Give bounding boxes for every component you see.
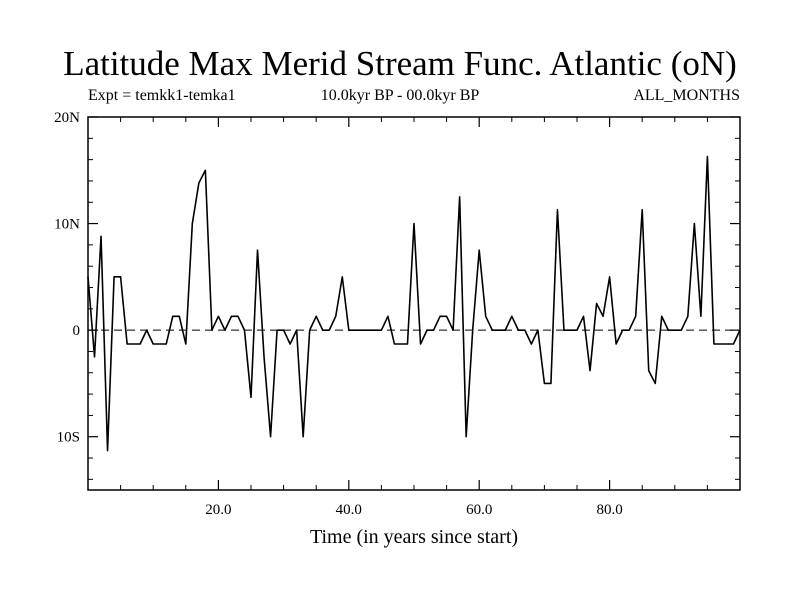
chart-title: Latitude Max Merid Stream Func. Atlantic…	[63, 44, 737, 83]
y-tick-label: 10N	[54, 217, 80, 233]
y-tick-label: 10S	[57, 430, 80, 446]
x-tick-label: 80.0	[596, 502, 622, 518]
x-axis-label: Time (in years since start)	[310, 526, 518, 548]
tick-labels: 20.0 40.0 60.0 80.0 10S 0 10N 20N	[54, 110, 623, 518]
series-line	[87, 155, 741, 452]
y-tick-label: 20N	[54, 110, 80, 126]
x-tick-label: 60.0	[466, 502, 492, 518]
plot-frame	[87, 116, 741, 491]
y-tick-label: 0	[73, 323, 81, 339]
axis-ticks	[88, 116, 740, 490]
x-tick-label: 20.0	[205, 502, 231, 518]
time-range-label: 10.0kyr BP - 00.0kyr BP	[320, 87, 480, 104]
experiment-label: Expt = temkk1-temka1	[88, 87, 236, 104]
months-label: ALL_MONTHS	[633, 87, 740, 104]
x-tick-label: 40.0	[336, 502, 362, 518]
